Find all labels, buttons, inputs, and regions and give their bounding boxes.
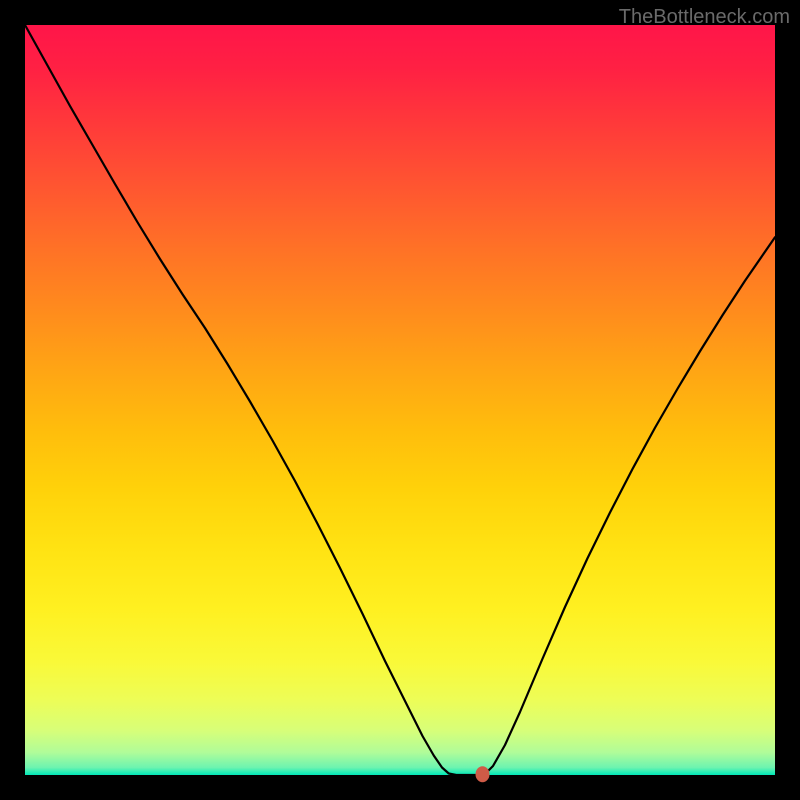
watermark-text: TheBottleneck.com [619, 6, 790, 29]
optimal-marker [476, 766, 490, 782]
chart-svg [0, 0, 800, 800]
plot-background [25, 25, 775, 775]
bottleneck-chart: TheBottleneck.com [0, 0, 800, 800]
